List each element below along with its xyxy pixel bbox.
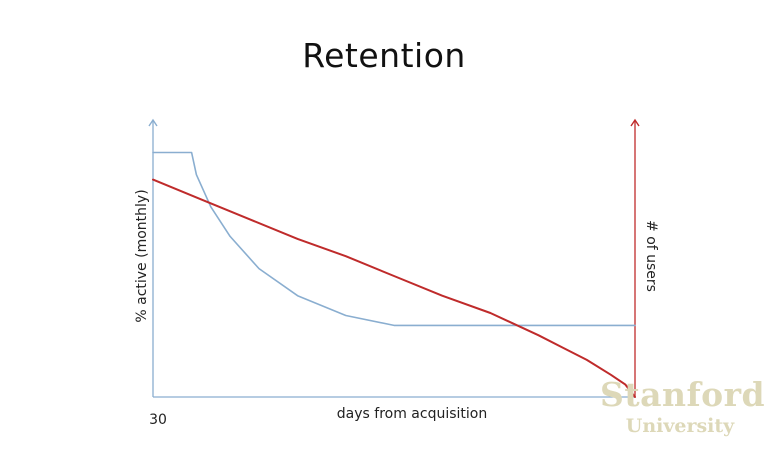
x-axis-label: days from acquisition bbox=[337, 406, 487, 422]
chart-axes bbox=[148, 118, 640, 398]
watermark-line-1: Stanford bbox=[600, 375, 766, 414]
slide-title: Retention bbox=[302, 36, 466, 75]
watermark-line-2: University bbox=[625, 415, 735, 437]
right-y-axis-arrow bbox=[630, 118, 640, 127]
x-tick-label: 30 bbox=[149, 412, 167, 428]
chart-labels: days from acquisition % active (monthly)… bbox=[134, 189, 659, 428]
left-y-axis-label: % active (monthly) bbox=[134, 189, 150, 322]
chart-series bbox=[152, 151, 636, 398]
retention-curve-line bbox=[152, 151, 636, 327]
university-watermark: Stanford University bbox=[600, 375, 766, 437]
left-y-axis-arrow bbox=[148, 118, 158, 127]
users-curve-line bbox=[152, 178, 636, 398]
right-y-axis-label: # of users bbox=[643, 220, 659, 292]
